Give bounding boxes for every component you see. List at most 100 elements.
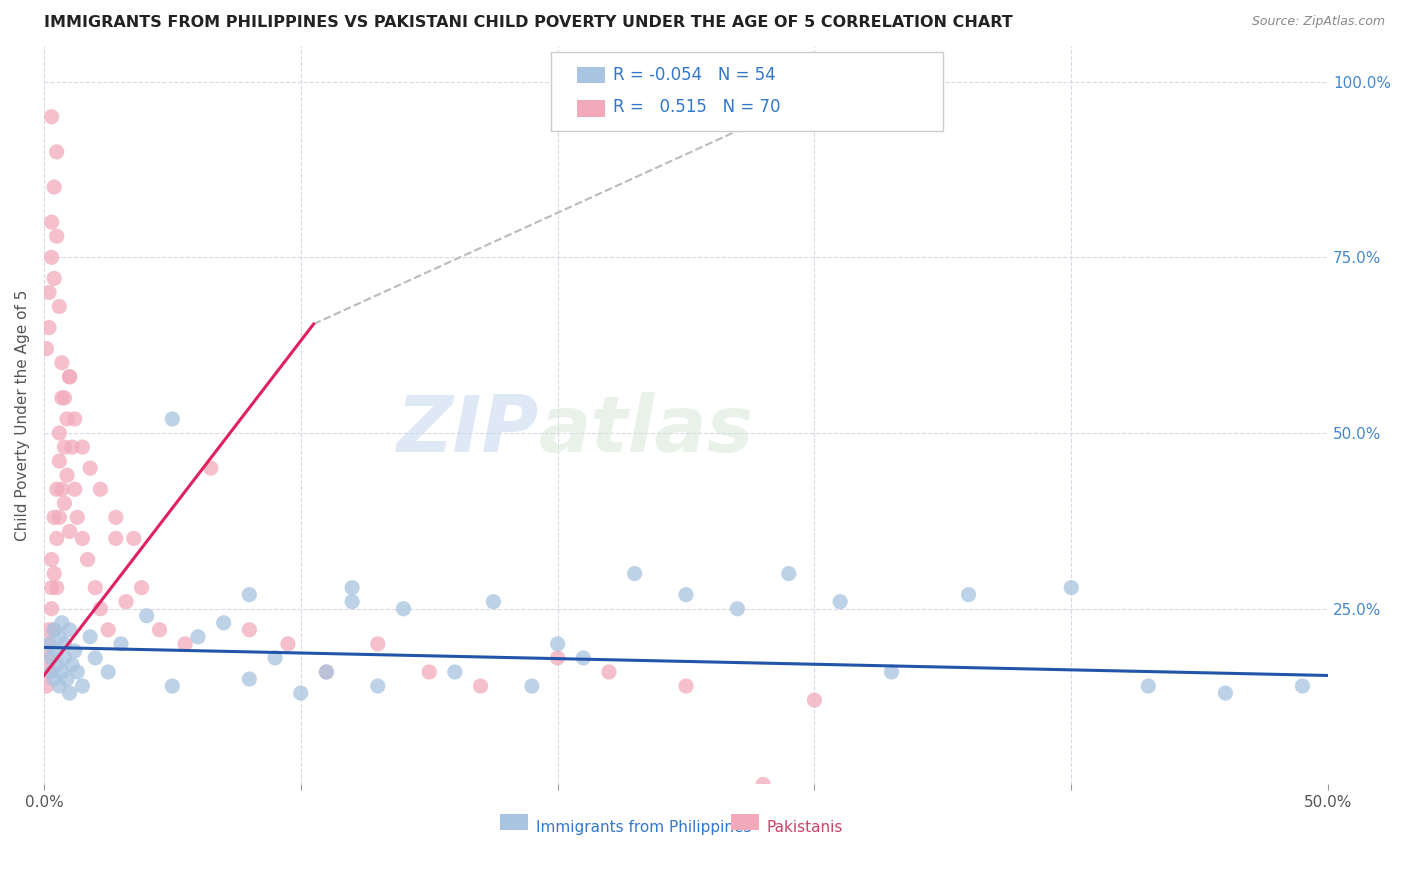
Text: ZIP: ZIP: [396, 392, 538, 468]
Point: [45, 482, 67, 496]
Text: IMMIGRANTS FROM PHILIPPINES VS PAKISTANI CHILD POVERTY UNDER THE AGE OF 5 CORREL: IMMIGRANTS FROM PHILIPPINES VS PAKISTANI…: [44, 15, 1012, 30]
Point: [41, 665, 63, 679]
Point: [53, 391, 76, 405]
Point: [89, 482, 111, 496]
Point: [45, 644, 67, 658]
Point: [38, 623, 60, 637]
Point: [97, 623, 120, 637]
Point: [340, 595, 363, 609]
Point: [135, 608, 157, 623]
Point: [58, 369, 80, 384]
Point: [48, 510, 70, 524]
Point: [520, 679, 543, 693]
Point: [187, 630, 209, 644]
Point: [238, 588, 260, 602]
Point: [1060, 581, 1083, 595]
Point: [367, 679, 389, 693]
Point: [725, 601, 748, 615]
Point: [290, 686, 312, 700]
Point: [444, 665, 467, 679]
Point: [1137, 679, 1160, 693]
Point: [84, 581, 107, 595]
Point: [38, 285, 60, 300]
Point: [803, 693, 825, 707]
Point: [35, 651, 58, 665]
Point: [45, 229, 67, 244]
Point: [84, 651, 107, 665]
Point: [131, 581, 153, 595]
Point: [44, 510, 66, 524]
Point: [60, 440, 83, 454]
Point: [41, 581, 63, 595]
Point: [264, 651, 287, 665]
Point: [51, 391, 73, 405]
Point: [53, 496, 76, 510]
Point: [200, 461, 222, 475]
Point: [48, 679, 70, 693]
Text: Pakistanis: Pakistanis: [766, 820, 844, 835]
Text: atlas: atlas: [538, 392, 754, 468]
Point: [122, 532, 145, 546]
Point: [277, 637, 299, 651]
Point: [482, 595, 505, 609]
Point: [830, 595, 852, 609]
Point: [675, 588, 697, 602]
Point: [238, 672, 260, 686]
Point: [367, 637, 389, 651]
Point: [76, 552, 98, 566]
Point: [44, 623, 66, 637]
Point: [45, 145, 67, 159]
Point: [51, 615, 73, 630]
Point: [48, 454, 70, 468]
Point: [1291, 679, 1313, 693]
Point: [58, 369, 80, 384]
Point: [238, 623, 260, 637]
Text: Source: ZipAtlas.com: Source: ZipAtlas.com: [1251, 15, 1385, 28]
Point: [45, 532, 67, 546]
Point: [89, 601, 111, 615]
Point: [66, 665, 89, 679]
Point: [44, 672, 66, 686]
Point: [48, 425, 70, 440]
Point: [315, 665, 337, 679]
Bar: [499, 814, 529, 830]
Point: [56, 412, 79, 426]
Y-axis label: Child Poverty Under the Age of 5: Child Poverty Under the Age of 5: [15, 290, 30, 541]
Point: [572, 651, 595, 665]
Point: [1215, 686, 1237, 700]
Point: [97, 665, 120, 679]
Point: [38, 665, 60, 679]
FancyBboxPatch shape: [551, 52, 943, 131]
Point: [66, 510, 89, 524]
Point: [58, 623, 80, 637]
Point: [44, 180, 66, 194]
Point: [44, 623, 66, 637]
Point: [110, 637, 132, 651]
Point: [880, 665, 903, 679]
Point: [41, 250, 63, 264]
Bar: [576, 100, 605, 117]
Point: [63, 482, 86, 496]
Point: [79, 461, 101, 475]
Point: [35, 679, 58, 693]
Point: [38, 320, 60, 334]
Point: [598, 665, 620, 679]
Point: [41, 651, 63, 665]
Point: [174, 637, 197, 651]
Point: [41, 110, 63, 124]
Point: [72, 532, 94, 546]
Point: [547, 637, 569, 651]
Point: [752, 777, 775, 791]
Point: [60, 657, 83, 672]
Text: R =   0.515   N = 70: R = 0.515 N = 70: [613, 98, 780, 116]
Point: [957, 588, 980, 602]
Point: [58, 524, 80, 539]
Point: [63, 644, 86, 658]
Point: [392, 601, 415, 615]
Point: [315, 665, 337, 679]
Text: Immigrants from Philippines: Immigrants from Philippines: [536, 820, 751, 835]
Point: [51, 482, 73, 496]
Point: [56, 468, 79, 483]
Point: [41, 601, 63, 615]
Point: [51, 665, 73, 679]
